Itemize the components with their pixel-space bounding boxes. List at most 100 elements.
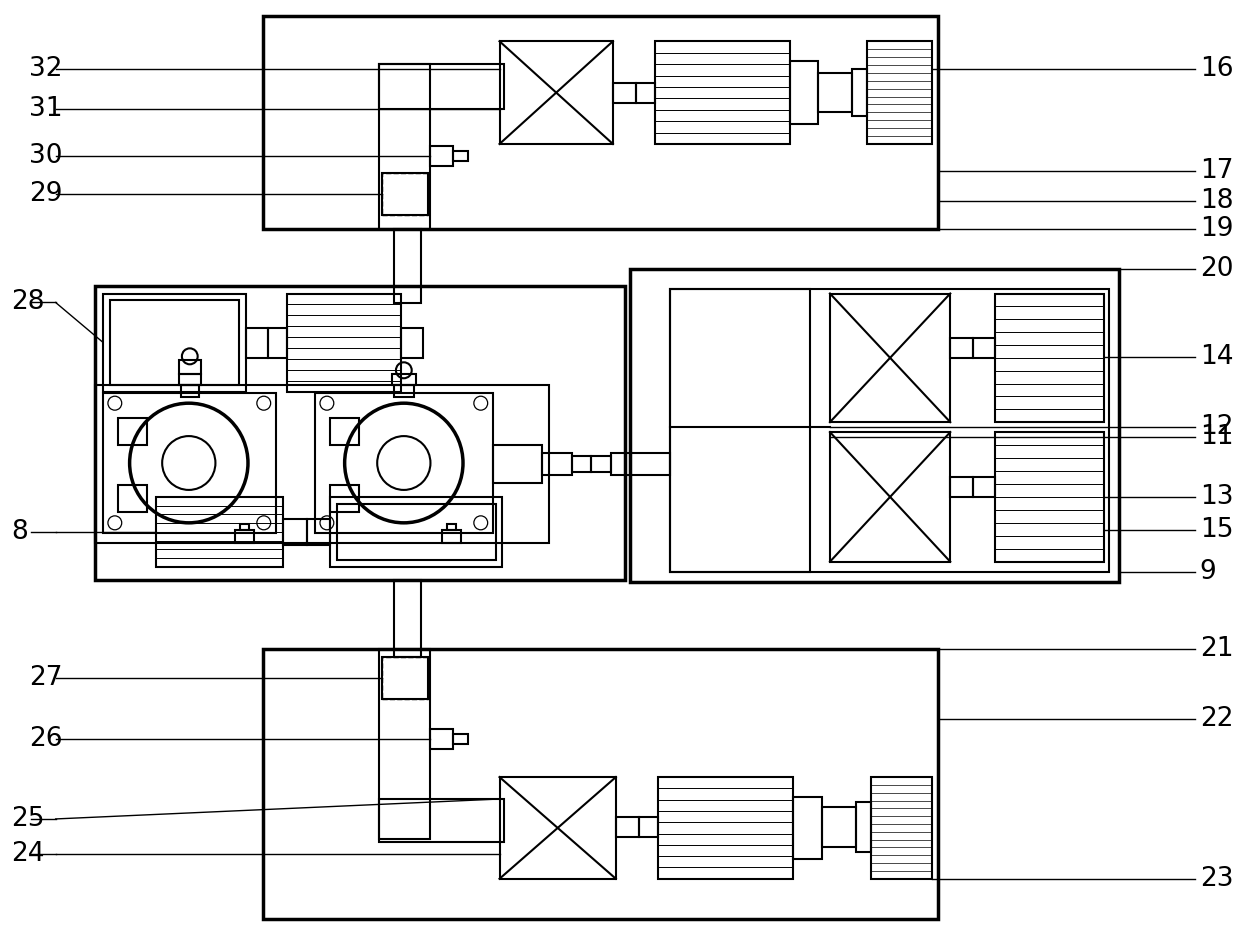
Text: 25: 25 <box>11 806 45 832</box>
Text: 21: 21 <box>1200 637 1234 663</box>
Bar <box>852 69 868 116</box>
Text: 22: 22 <box>1200 707 1234 733</box>
Bar <box>379 650 430 839</box>
Bar <box>790 61 818 124</box>
Bar <box>443 530 461 543</box>
Bar <box>179 360 201 374</box>
Bar <box>448 524 456 530</box>
Bar <box>283 519 308 545</box>
Bar <box>118 418 148 445</box>
Text: 11: 11 <box>1200 425 1234 450</box>
Bar <box>95 385 549 543</box>
Bar <box>670 289 1109 572</box>
Text: 24: 24 <box>11 841 45 867</box>
Bar <box>337 504 496 560</box>
Bar <box>95 286 625 580</box>
Bar <box>994 432 1104 561</box>
Bar <box>288 293 401 392</box>
Bar <box>382 173 428 215</box>
Text: 8: 8 <box>11 519 29 545</box>
Bar <box>394 229 420 304</box>
Bar <box>430 146 453 166</box>
Bar <box>670 289 810 572</box>
Text: 16: 16 <box>1200 56 1234 82</box>
Bar <box>379 64 505 109</box>
Bar <box>315 393 492 533</box>
Bar <box>973 477 994 497</box>
Bar <box>103 293 246 392</box>
Bar <box>830 432 950 561</box>
Bar <box>236 530 254 543</box>
Bar <box>630 268 1118 582</box>
Bar <box>268 329 288 358</box>
Bar <box>639 816 658 837</box>
Text: 15: 15 <box>1200 517 1234 543</box>
Bar <box>394 385 414 398</box>
Text: 28: 28 <box>11 290 45 316</box>
Bar <box>453 735 467 744</box>
Text: 29: 29 <box>29 181 62 207</box>
Bar <box>110 301 239 385</box>
Bar <box>330 418 360 445</box>
Bar <box>103 393 275 533</box>
Bar <box>613 83 636 103</box>
Text: 20: 20 <box>1200 256 1234 281</box>
Bar <box>950 477 973 497</box>
Bar <box>658 777 794 879</box>
Bar <box>156 497 283 567</box>
Text: 23: 23 <box>1200 866 1234 892</box>
Bar <box>830 293 950 422</box>
Bar <box>379 799 505 842</box>
Bar <box>591 456 611 472</box>
Bar <box>492 445 542 483</box>
Bar <box>430 729 453 749</box>
Bar <box>453 151 467 161</box>
Bar <box>542 453 572 475</box>
Text: 17: 17 <box>1200 158 1234 184</box>
Bar <box>382 657 428 699</box>
Bar <box>263 17 939 229</box>
Text: 12: 12 <box>1200 414 1234 440</box>
Bar <box>950 338 973 358</box>
Bar <box>181 385 198 398</box>
Text: 32: 32 <box>29 56 62 82</box>
Text: 9: 9 <box>1200 559 1216 585</box>
Bar <box>392 374 415 385</box>
Bar <box>868 41 931 144</box>
Bar <box>822 807 856 847</box>
Text: 14: 14 <box>1200 344 1234 371</box>
Bar <box>330 485 360 512</box>
Bar <box>500 41 613 144</box>
Text: 27: 27 <box>29 666 62 692</box>
Bar <box>379 64 430 229</box>
Text: 19: 19 <box>1200 216 1234 242</box>
Text: 26: 26 <box>29 726 62 752</box>
Text: 30: 30 <box>29 143 62 169</box>
Bar <box>656 41 790 144</box>
Bar <box>500 777 616 879</box>
Bar <box>382 173 428 215</box>
Bar <box>636 83 656 103</box>
Bar <box>856 802 872 852</box>
Bar <box>973 338 994 358</box>
Bar <box>616 816 639 837</box>
Bar <box>246 329 268 358</box>
Bar <box>263 650 939 919</box>
Bar <box>572 456 591 472</box>
Bar <box>330 497 502 567</box>
Text: 31: 31 <box>29 96 62 122</box>
Text: 13: 13 <box>1200 484 1234 510</box>
Bar <box>118 485 148 512</box>
Bar <box>994 293 1104 422</box>
Bar <box>401 329 423 358</box>
Bar <box>382 657 428 699</box>
Bar <box>394 580 420 657</box>
Bar <box>872 777 931 879</box>
Bar <box>308 519 330 545</box>
Bar <box>818 74 852 112</box>
Text: 18: 18 <box>1200 188 1234 214</box>
Bar <box>179 374 201 385</box>
Bar <box>611 453 670 475</box>
Bar <box>241 524 249 530</box>
Bar <box>794 797 822 858</box>
